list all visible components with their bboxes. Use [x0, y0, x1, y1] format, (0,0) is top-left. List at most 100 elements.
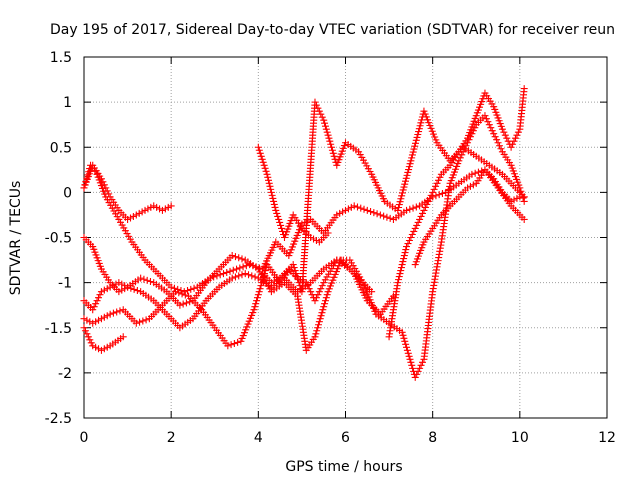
data-point: [133, 287, 141, 295]
data-point: [427, 191, 435, 199]
data-point: [401, 177, 409, 185]
data-point: [250, 306, 258, 314]
data-point: [509, 140, 517, 148]
data-point: [248, 272, 256, 280]
data-point: [368, 288, 376, 296]
data-point: [417, 119, 425, 127]
data-point: [414, 131, 422, 139]
data-point: [259, 158, 267, 166]
data-point: [307, 288, 315, 296]
data-point: [109, 282, 117, 290]
data-point: [497, 145, 505, 153]
data-point: [510, 196, 518, 204]
data-point: [430, 185, 438, 193]
data-point: [296, 276, 304, 284]
data-point: [87, 339, 95, 347]
data-point: [95, 316, 103, 324]
data-point: [409, 364, 417, 372]
data-point: [294, 274, 302, 282]
data-point: [321, 122, 329, 130]
data-point: [466, 182, 474, 190]
data-point: [360, 205, 368, 213]
data-point: [140, 275, 148, 283]
data-point: [265, 176, 273, 184]
data-point: [413, 370, 421, 378]
data-point: [118, 280, 126, 288]
data-point: [327, 140, 335, 148]
data-point: [386, 214, 394, 222]
data-point: [339, 208, 347, 216]
data-point: [367, 208, 375, 216]
data-point: [414, 218, 422, 226]
data-point: [257, 152, 265, 160]
data-point: [228, 274, 236, 282]
data-point: [103, 343, 111, 351]
data-point: [485, 121, 493, 129]
data-point: [316, 315, 324, 323]
data-point: [304, 217, 312, 225]
data-point: [275, 215, 283, 223]
data-point: [503, 134, 511, 142]
data-point: [324, 131, 332, 139]
data-point: [267, 279, 275, 287]
data-point: [258, 279, 266, 287]
data-point: [260, 273, 268, 281]
data-point: [302, 279, 310, 287]
data-point: [311, 297, 319, 305]
data-point: [103, 187, 111, 195]
data-point: [93, 297, 101, 305]
data-point: [323, 291, 331, 299]
data-point: [172, 288, 180, 296]
data-point: [407, 157, 415, 165]
data-point: [405, 352, 413, 360]
data-point: [350, 202, 358, 210]
data-point: [312, 101, 320, 109]
data-point: [323, 128, 331, 136]
data-point: [418, 116, 426, 124]
x-tick-label: 2: [167, 430, 176, 446]
data-point: [266, 182, 274, 190]
data-point: [403, 343, 411, 351]
data-point: [100, 181, 108, 189]
data-point: [408, 361, 416, 369]
data-point: [139, 317, 147, 325]
data-point: [235, 272, 243, 280]
data-point: [405, 237, 413, 245]
data-point: [116, 307, 124, 315]
data-point: [321, 119, 329, 127]
data-point: [411, 139, 419, 147]
y-tick-label: -2.5: [45, 411, 72, 427]
data-point: [408, 230, 416, 238]
data-point: [501, 131, 509, 139]
data-point: [227, 341, 235, 349]
series-track-9: [385, 85, 528, 341]
data-point: [89, 342, 97, 350]
data-point: [513, 194, 521, 202]
data-point: [498, 125, 506, 133]
data-point: [328, 143, 336, 151]
data-point: [494, 139, 502, 147]
data-point: [409, 148, 417, 156]
data-point: [167, 202, 175, 210]
data-point: [310, 235, 318, 243]
data-point: [315, 107, 323, 115]
data-point: [142, 316, 150, 324]
data-point: [210, 273, 218, 281]
data-point: [305, 285, 313, 293]
data-point: [426, 194, 434, 202]
data-point: [80, 315, 88, 323]
data-point: [262, 167, 270, 175]
data-marks: [80, 85, 528, 381]
data-point: [413, 221, 421, 229]
data-point: [400, 252, 408, 260]
data-point: [415, 125, 423, 133]
data-point: [81, 327, 89, 335]
data-point: [224, 342, 232, 350]
data-point: [176, 301, 184, 309]
data-point: [219, 270, 227, 278]
data-point: [514, 128, 522, 136]
data-point: [90, 303, 98, 311]
data-point: [253, 297, 261, 305]
data-point: [239, 263, 247, 271]
data-point: [314, 324, 322, 332]
